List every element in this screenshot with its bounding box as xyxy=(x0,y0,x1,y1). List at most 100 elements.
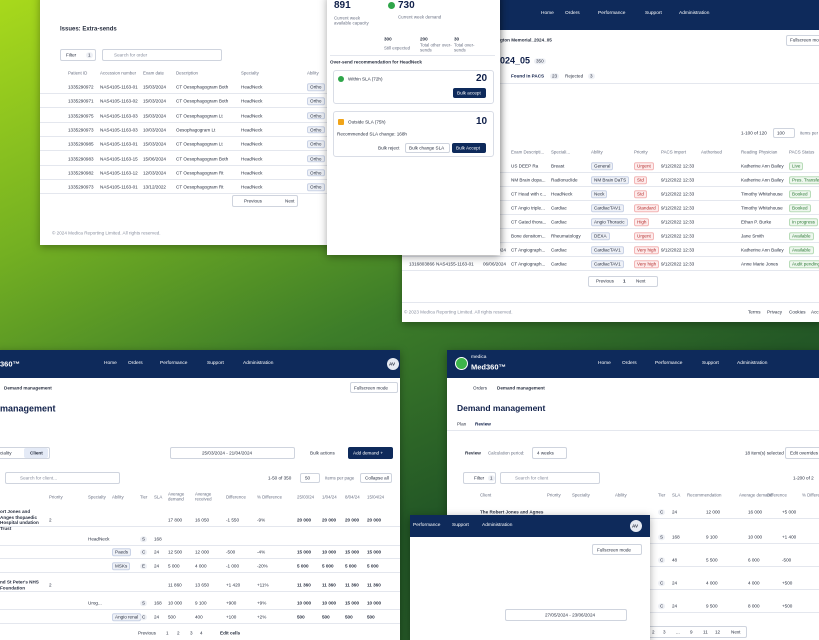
table-cell: US DEEP Ra xyxy=(511,163,539,169)
nav-item[interactable]: Support xyxy=(645,11,662,17)
next-button[interactable]: Next xyxy=(285,198,295,204)
edit-cells[interactable]: Edit cells xyxy=(220,630,241,636)
button[interactable] xyxy=(405,143,450,153)
filter-label[interactable]: Filter xyxy=(66,52,77,58)
tab[interactable]: Plan xyxy=(457,421,467,427)
toggle-option[interactable]: Client xyxy=(30,450,43,456)
search-input[interactable] xyxy=(102,49,222,61)
page-number[interactable]: 1 xyxy=(623,278,626,284)
button-label[interactable]: Bulk Accept xyxy=(456,145,481,151)
toggle-option[interactable]: ciality xyxy=(0,450,12,456)
page-link[interactable]: 4 xyxy=(200,630,203,636)
page-link[interactable]: 12 xyxy=(715,629,721,635)
nav-item[interactable]: Orders xyxy=(565,11,580,17)
button-label[interactable]: Bulk change SLA xyxy=(409,145,445,151)
table-cell: +5 000 xyxy=(782,509,797,515)
table-cell: DEXA xyxy=(591,232,610,240)
page-link[interactable]: 9 xyxy=(690,629,693,635)
column-header: Speciali... xyxy=(551,149,571,155)
nav-item[interactable]: Administration xyxy=(243,361,274,367)
column-header: SLA xyxy=(154,494,163,500)
table-cell: High xyxy=(634,218,650,226)
table-cell: 20 000 xyxy=(345,517,360,523)
table-cell: 11 360 xyxy=(322,582,336,588)
date-picker[interactable] xyxy=(170,447,295,459)
table-cell: S xyxy=(140,536,148,542)
button[interactable] xyxy=(452,143,486,153)
bulk-actions[interactable]: Bulk actions xyxy=(310,450,335,456)
table-cell: 24 xyxy=(672,603,678,609)
filter-button[interactable] xyxy=(463,472,496,484)
button-label[interactable]: Bulk reject xyxy=(378,145,400,151)
nav-item[interactable]: Performance xyxy=(160,361,188,367)
button-label[interactable]: Bulk accept xyxy=(457,90,481,96)
add-button[interactable] xyxy=(348,447,393,459)
page-link[interactable]: Next xyxy=(731,629,741,635)
footer-link[interactable]: Cookies xyxy=(789,309,806,315)
next-button[interactable]: Next xyxy=(636,278,646,284)
table-cell: C xyxy=(140,614,148,620)
breadcrumb[interactable]: Orders xyxy=(473,385,488,391)
footer-link[interactable]: Privacy xyxy=(767,309,783,315)
page-link[interactable]: 1 xyxy=(166,630,169,636)
fullscreen-button[interactable] xyxy=(786,35,819,46)
column-header: Tier xyxy=(658,492,666,498)
nav-item[interactable]: Support xyxy=(207,361,224,367)
filter-button[interactable] xyxy=(60,49,96,61)
nav-item[interactable]: Administration xyxy=(482,523,513,529)
period-select[interactable] xyxy=(532,447,567,459)
table-cell: Live xyxy=(789,162,804,170)
table-cell: 15 000 xyxy=(345,600,360,606)
sla-panel: 891 Current week available capacity 730 Cur… xyxy=(327,0,500,255)
page-link[interactable]: 2 xyxy=(177,630,180,636)
nav-item[interactable]: Administration xyxy=(737,361,768,367)
button-label[interactable]: Fullscreen mode xyxy=(597,547,631,553)
tab[interactable]: Found in PACS xyxy=(511,73,545,79)
table-cell: CT Angiograph... xyxy=(511,261,546,267)
tab[interactable]: Rejected xyxy=(565,73,584,79)
nav-item[interactable]: Performance xyxy=(598,11,626,17)
previous-button[interactable]: Previous xyxy=(244,198,262,204)
page-link[interactable]: 3 xyxy=(190,630,193,636)
avatar-initials: AV xyxy=(389,361,396,367)
page-link[interactable]: ... xyxy=(676,629,680,635)
page-link[interactable]: 2 xyxy=(652,629,655,635)
nav-item[interactable]: Performance xyxy=(655,361,683,367)
nav-item[interactable]: Home xyxy=(104,361,117,367)
table-cell: 4 000 xyxy=(748,580,760,586)
nav-item[interactable]: Administration xyxy=(679,11,710,17)
button-label[interactable]: Fullscreen mode xyxy=(790,37,819,43)
page-link[interactable]: 11 xyxy=(703,629,708,635)
edit-button[interactable] xyxy=(785,447,819,459)
page-link[interactable]: Previous xyxy=(138,630,156,636)
footer-link[interactable]: Terms xyxy=(748,309,761,315)
filter-label[interactable]: Filter xyxy=(474,475,485,481)
tab[interactable]: Review xyxy=(475,421,491,427)
nav-item[interactable]: Orders xyxy=(622,361,637,367)
button-label[interactable]: Edit overrides xyxy=(790,450,819,456)
table-cell: 9 100 xyxy=(706,534,718,540)
button-label[interactable]: Collapse all xyxy=(365,475,389,481)
footer-link[interactable]: Acc xyxy=(811,309,819,315)
search-input[interactable] xyxy=(500,472,600,484)
date-picker[interactable] xyxy=(505,609,627,621)
search-input[interactable] xyxy=(5,472,120,484)
button-label[interactable]: Add demand + xyxy=(353,450,384,456)
per-page-select[interactable] xyxy=(773,128,795,138)
table-cell: HeadNeck xyxy=(241,170,263,176)
nav-item[interactable]: Home xyxy=(541,11,554,17)
nav-item[interactable]: Performance xyxy=(413,523,441,529)
per-page-select[interactable] xyxy=(300,473,320,483)
fullscreen-button[interactable] xyxy=(592,544,642,555)
collapse-button[interactable] xyxy=(360,473,392,483)
button-label[interactable]: Fullscreen mode xyxy=(354,385,388,391)
page-link[interactable]: 3 xyxy=(663,629,666,635)
nav-item[interactable]: Orders xyxy=(128,361,143,367)
fullscreen-button[interactable] xyxy=(350,382,398,393)
table-cell: NAS4105-1163-15 xyxy=(100,155,138,161)
button[interactable] xyxy=(453,88,486,98)
nav-item[interactable]: Support xyxy=(452,523,469,529)
nav-item[interactable]: Support xyxy=(702,361,719,367)
nav-item[interactable]: Home xyxy=(598,361,611,367)
previous-button[interactable]: Previous xyxy=(596,278,614,284)
